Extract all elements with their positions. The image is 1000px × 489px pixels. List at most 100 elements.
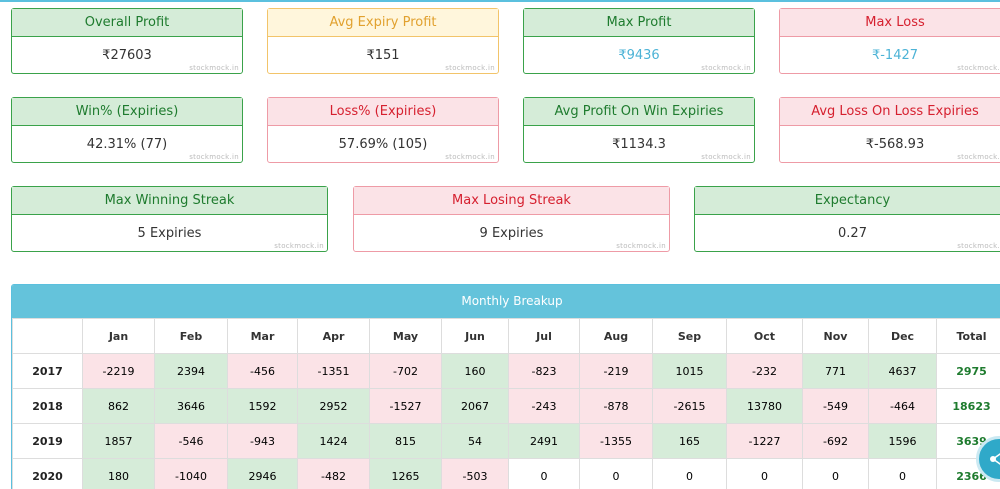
month-cell: 2394 (154, 353, 228, 389)
month-cell: -1227 (726, 423, 803, 459)
stat-card: Win% (Expiries) 42.31% (77) stockmock.in (11, 97, 243, 163)
corner-cell (12, 318, 83, 354)
card-value: 42.31% (77) (86, 137, 168, 152)
month-cell: -1355 (579, 423, 653, 459)
monthly-panel: Monthly Breakup Jan Feb Mar Apr May Jun Jul Aug… (11, 284, 1000, 489)
panel-title: Monthly Breakup (12, 285, 1000, 318)
watermark: stockmock.in (274, 242, 324, 250)
month-cell: 0 (508, 458, 580, 489)
monthly-table: Jan Feb Mar Apr May Jun Jul Aug Sep Oct Nov Dec Tota… (12, 318, 1000, 489)
card-value: ₹-568.93 (865, 137, 925, 152)
watermark: stockmock.in (701, 153, 751, 161)
month-cell: 3646 (154, 388, 228, 424)
card-value: ₹27603 (102, 48, 152, 63)
column-header: May (369, 318, 442, 354)
column-header: Oct (726, 318, 803, 354)
share-icon (990, 453, 1000, 465)
share-button[interactable] (976, 436, 1000, 482)
year-cell: 2017 (12, 353, 83, 389)
month-cell: -243 (508, 388, 580, 424)
card-title: Win% (Expiries) (12, 98, 242, 126)
month-cell: -692 (802, 423, 869, 459)
watermark: stockmock.in (957, 64, 1000, 72)
column-header: Jun (441, 318, 509, 354)
card-value: 5 Expiries (137, 226, 202, 241)
month-cell: 54 (441, 423, 509, 459)
watermark: stockmock.in (957, 242, 1000, 250)
stat-card: Overall Profit ₹27603 stockmock.in (11, 8, 243, 74)
stat-card: Avg Profit On Win Expiries ₹1134.3 stockmo… (523, 97, 755, 163)
column-header: Apr (297, 318, 370, 354)
total-cell: 18623 (936, 388, 1000, 424)
month-cell: -549 (802, 388, 869, 424)
card-title: Max Loss (780, 9, 1000, 37)
month-cell: -2615 (652, 388, 727, 424)
card-value: ₹151 (366, 48, 400, 63)
top-bar (0, 0, 1000, 2)
stat-card: Avg Loss On Loss Expiries ₹-568.93 stockmo… (779, 97, 1000, 163)
watermark: stockmock.in (189, 64, 239, 72)
month-cell: -2219 (82, 353, 155, 389)
column-header: Aug (579, 318, 653, 354)
month-cell: 862 (82, 388, 155, 424)
month-cell: -878 (579, 388, 653, 424)
stat-card: Expectancy 0.27 stockmock.in (694, 186, 1000, 252)
card-value: ₹-1427 (871, 48, 919, 63)
month-cell: 2946 (227, 458, 298, 489)
stat-card: Max Loss ₹-1427 stockmock.in (779, 8, 1000, 74)
month-cell: 0 (579, 458, 653, 489)
column-header: Nov (802, 318, 869, 354)
total-cell: 2975 (936, 353, 1000, 389)
year-cell: 2018 (12, 388, 83, 424)
month-cell: -943 (227, 423, 298, 459)
column-header: Jul (508, 318, 580, 354)
card-title: Avg Expiry Profit (268, 9, 498, 37)
card-title: Avg Loss On Loss Expiries (780, 98, 1000, 126)
column-header: Feb (154, 318, 228, 354)
month-cell: 1015 (652, 353, 727, 389)
month-cell: -1351 (297, 353, 370, 389)
watermark: stockmock.in (701, 64, 751, 72)
month-cell: 0 (868, 458, 937, 489)
month-cell: 1592 (227, 388, 298, 424)
month-cell: 4637 (868, 353, 937, 389)
card-title: Max Profit (524, 9, 754, 37)
card-value: 9 Expiries (479, 226, 544, 241)
watermark: stockmock.in (189, 153, 239, 161)
card-title: Loss% (Expiries) (268, 98, 498, 126)
card-value: 0.27 (838, 226, 867, 241)
year-row: 2020 180 -1040 2946 -482 1265 -503 0 0 0 0 0 0 2366 (12, 458, 1000, 489)
month-cell: -464 (868, 388, 937, 424)
month-cell: 0 (726, 458, 803, 489)
month-cell: 180 (82, 458, 155, 489)
watermark: stockmock.in (957, 153, 1000, 161)
card-value: ₹1134.3 (612, 137, 666, 152)
stat-card: Avg Expiry Profit ₹151 stockmock.in (267, 8, 499, 74)
column-header: Sep (652, 318, 727, 354)
header-row: Jan Feb Mar Apr May Jun Jul Aug Sep Oct Nov Dec Tota… (12, 318, 1000, 354)
month-cell: 1424 (297, 423, 370, 459)
month-cell: -232 (726, 353, 803, 389)
card-title: Max Winning Streak (12, 187, 327, 215)
month-cell: 2952 (297, 388, 370, 424)
month-cell: 160 (441, 353, 509, 389)
watermark: stockmock.in (445, 64, 495, 72)
year-row: 2018 862 3646 1592 2952 -1527 2067 -243 -878 -261… (12, 388, 1000, 424)
stat-card: Max Profit ₹9436 stockmock.in (523, 8, 755, 74)
month-cell: -546 (154, 423, 228, 459)
month-cell: -823 (508, 353, 580, 389)
year-row: 2017 -2219 2394 -456 -1351 -702 160 -823 -219 101… (12, 353, 1000, 389)
month-cell: -503 (441, 458, 509, 489)
month-cell: 1857 (82, 423, 155, 459)
stat-card: Max Winning Streak 5 Expiries stockmock.in (11, 186, 328, 252)
card-value: ₹9436 (618, 48, 660, 63)
month-cell: 0 (802, 458, 869, 489)
card-value: 57.69% (105) (338, 137, 428, 152)
month-cell: 2067 (441, 388, 509, 424)
column-header: Dec (868, 318, 937, 354)
month-cell: 1265 (369, 458, 442, 489)
column-header: Total (936, 318, 1000, 354)
watermark: stockmock.in (616, 242, 666, 250)
year-cell: 2019 (12, 423, 83, 459)
